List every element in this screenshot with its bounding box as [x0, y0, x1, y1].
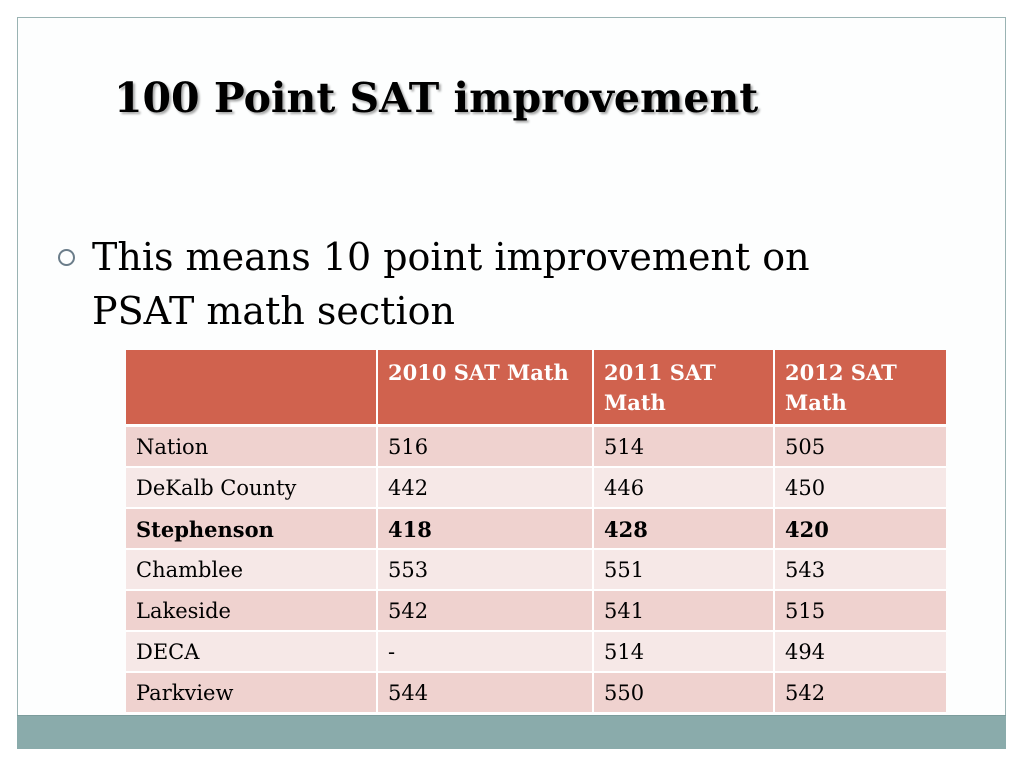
table-cell-2012: 543 [775, 550, 946, 591]
hollow-circle-bullet-icon [58, 249, 75, 266]
table-row: DeKalb County 442 446 450 [126, 468, 946, 509]
slide-title: 100 Point SAT improvement [114, 74, 759, 122]
table-cell-school: Parkview [126, 673, 378, 714]
header-cell-2011: 2011 SAT Math [594, 350, 775, 427]
table-cell-2011: 428 [594, 509, 775, 550]
header-cell-2010: 2010 SAT Math [378, 350, 594, 427]
table-row: Nation 516 514 505 [126, 427, 946, 468]
table-cell-2011: 551 [594, 550, 775, 591]
table-cell-2010: 553 [378, 550, 594, 591]
table-cell-2011: 541 [594, 591, 775, 632]
table-cell-2010: 544 [378, 673, 594, 714]
table-cell-2012: 542 [775, 673, 946, 714]
table-cell-2010: 442 [378, 468, 594, 509]
table-row: Parkview 544 550 542 [126, 673, 946, 714]
table-cell-school: DeKalb County [126, 468, 378, 509]
table-row: Chamblee 553 551 543 [126, 550, 946, 591]
table-row: Stephenson 418 428 420 [126, 509, 946, 550]
table-cell-school: Stephenson [126, 509, 378, 550]
table-cell-2010: - [378, 632, 594, 673]
bullet-text: This means 10 point improvement on PSAT … [92, 235, 810, 333]
table-cell-school: DECA [126, 632, 378, 673]
sat-math-table: 2010 SAT Math 2011 SAT Math 2012 SAT Mat… [126, 350, 946, 714]
table-cell-2010: 516 [378, 427, 594, 468]
table-cell-school: Nation [126, 427, 378, 468]
bottom-band [17, 715, 1006, 749]
table-cell-2010: 418 [378, 509, 594, 550]
table-cell-school: Chamblee [126, 550, 378, 591]
table-row: DECA - 514 494 [126, 632, 946, 673]
header-cell-blank [126, 350, 378, 427]
table-cell-2011: 446 [594, 468, 775, 509]
table-header-row: 2010 SAT Math 2011 SAT Math 2012 SAT Mat… [126, 350, 946, 427]
table-cell-2010: 542 [378, 591, 594, 632]
table-cell-2011: 514 [594, 427, 775, 468]
table-cell-2012: 505 [775, 427, 946, 468]
table-cell-2012: 515 [775, 591, 946, 632]
table-cell-2012: 494 [775, 632, 946, 673]
table-cell-2011: 550 [594, 673, 775, 714]
header-cell-2012: 2012 SAT Math [775, 350, 946, 427]
table-cell-2012: 420 [775, 509, 946, 550]
table-cell-school: Lakeside [126, 591, 378, 632]
table-row: Lakeside 542 541 515 [126, 591, 946, 632]
table-cell-2011: 514 [594, 632, 775, 673]
table-cell-2012: 450 [775, 468, 946, 509]
